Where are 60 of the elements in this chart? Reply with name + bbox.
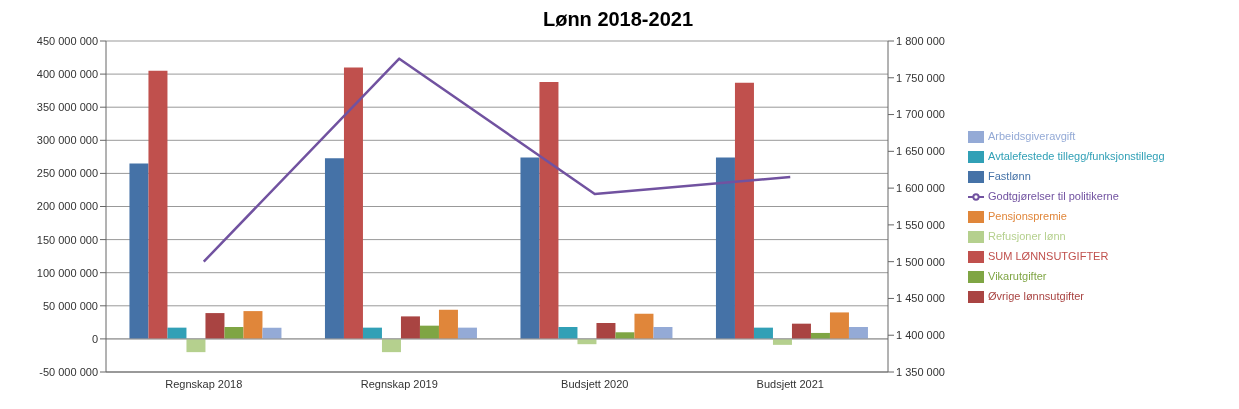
legend-label: SUM LØNNSUTGIFTER (988, 250, 1109, 262)
bar (715, 157, 735, 339)
y-tick-label: 150 000 000 (36, 233, 98, 246)
legend-label: Øvrige lønnsutgifter (988, 290, 1084, 302)
line-series (202, 57, 792, 263)
bar (653, 326, 673, 339)
y-tick-label: 400 000 000 (36, 68, 98, 80)
legend-label: Refusjoner lønn (988, 230, 1066, 242)
legend-label: Avtalefestede tillegg/funksjonstillegg (988, 150, 1165, 162)
y2-tick-label: 1 800 000 (896, 34, 945, 47)
bar (829, 312, 849, 339)
y-tick-label: 0 (91, 332, 98, 345)
bar (634, 313, 654, 339)
y-tick-label: 250 000 000 (36, 167, 98, 180)
x-tick-label: Budsjett 2021 (756, 377, 824, 390)
y-tick-label: -50 000 000 (39, 365, 98, 378)
y-tick-label: 450 000 000 (36, 34, 98, 47)
bar (343, 67, 363, 339)
bar (848, 326, 868, 339)
bar (596, 323, 616, 339)
legend-label: Pensjonspremie (988, 210, 1067, 222)
chart-title: Lønn 2018-2021 (541, 8, 695, 31)
bar (791, 323, 811, 339)
bar (615, 332, 635, 339)
x-tick-label: Regnskap 2019 (360, 377, 438, 390)
bar (148, 70, 168, 339)
bar (438, 309, 458, 339)
x-tick-label: Regnskap 2018 (165, 377, 243, 390)
y2-tick-label: 1 350 000 (896, 365, 945, 378)
y2-tick-label: 1 750 000 (896, 71, 945, 84)
bar (381, 338, 401, 353)
y-tick-label: 100 000 000 (36, 266, 98, 279)
bar (539, 82, 559, 339)
bar (734, 82, 754, 339)
bar (400, 316, 420, 339)
legend-label: Arbeidsgiveravgift (988, 130, 1076, 142)
y2-tick-label: 1 400 000 (896, 329, 945, 342)
legend-label: Vikarutgifter (988, 270, 1047, 282)
y2-tick-label: 1 450 000 (896, 292, 945, 305)
bar (520, 157, 540, 339)
y2-tick-label: 1 700 000 (896, 108, 945, 121)
y-tick-label: 200 000 000 (36, 200, 98, 213)
x-tick-label: Budsjett 2020 (561, 377, 629, 390)
bar (224, 326, 244, 339)
bar (129, 163, 149, 339)
bar (243, 311, 263, 339)
bar (186, 338, 206, 353)
bar (558, 326, 578, 339)
y2-tick-label: 1 500 000 (896, 255, 945, 268)
y-tick-label: 50 000 000 (42, 299, 98, 312)
bar (324, 158, 344, 339)
y2-tick-label: 1 650 000 (896, 145, 945, 158)
y-tick-label: 300 000 000 (36, 134, 98, 147)
legend-label: Godtgjørelser til politikerne (988, 190, 1119, 202)
y2-tick-label: 1 550 000 (896, 218, 945, 231)
y2-tick-label: 1 600 000 (896, 182, 945, 195)
legend-label: Fastlønn (988, 170, 1031, 182)
bar (419, 325, 439, 339)
y-tick-label: 350 000 000 (36, 101, 98, 114)
bar (205, 313, 225, 339)
